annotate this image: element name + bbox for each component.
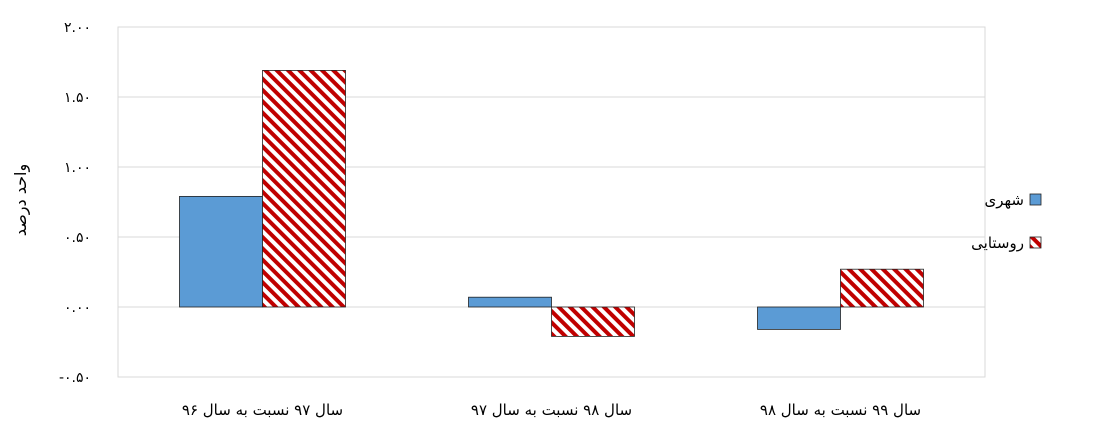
bar-rural-1 <box>262 70 346 308</box>
bar-urban-1 <box>179 195 263 308</box>
labels: -۰.۵۰ ۰.۰۰ ۰.۵۰ ۱.۰۰ ۱.۵۰ ۲.۰۰ سال ۹۷ نسبت به … <box>59 20 921 419</box>
x-category-label: سال ۹۸ نسبت به سال ۹۷ <box>471 401 632 419</box>
y-tick-label: ۱.۰۰ <box>64 160 91 176</box>
y-tick-label: ۱.۵۰ <box>64 90 91 106</box>
y-tick-label: ۲.۰۰ <box>64 20 91 36</box>
x-category-label: سال ۹۷ نسبت به سال ۹۶ <box>182 401 343 419</box>
y-tick-label: ۰.۵۰ <box>64 230 91 246</box>
legend: شهری روستایی <box>971 191 1042 252</box>
legend-swatch-rural <box>1029 236 1042 249</box>
bar-urban-3 <box>757 306 841 330</box>
bars <box>179 70 924 337</box>
bar-rural-3 <box>840 268 924 308</box>
bar-urban-2 <box>468 296 552 308</box>
x-category-label: سال ۹۹ نسبت به سال ۹۸ <box>760 401 921 419</box>
legend-swatch-urban <box>1029 193 1042 206</box>
y-axis-title: واحد درصد <box>11 164 31 236</box>
legend-label-rural: روستایی <box>971 234 1024 252</box>
y-tick-label: ۰.۰۰ <box>64 300 91 316</box>
legend-label-urban: شهری <box>985 191 1025 209</box>
bar-rural-2 <box>551 306 635 337</box>
y-tick-label: -۰.۵۰ <box>59 370 91 386</box>
